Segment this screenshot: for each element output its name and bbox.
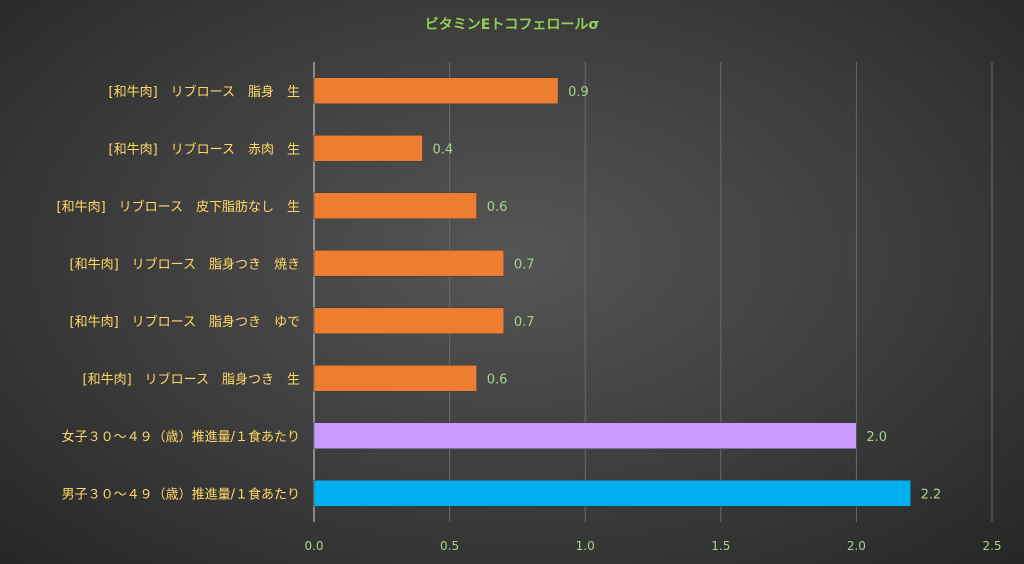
x-tick-label: 1.5 bbox=[711, 539, 730, 553]
bar bbox=[313, 77, 559, 104]
labels: 0.0 0.5 1.0 1.5 2.0 2.5 [和牛肉] リブロース 脂身 生 0.9 [和牛… bbox=[57, 84, 1002, 553]
category-label: [和牛肉] リブロース 脂身つき 焼き bbox=[70, 256, 301, 272]
bar bbox=[313, 422, 857, 449]
bar bbox=[313, 307, 505, 334]
bar bbox=[313, 480, 911, 507]
x-tick-label: 2.5 bbox=[982, 539, 1001, 553]
value-label: 2.2 bbox=[921, 487, 942, 502]
chart-title: ビタミンEトコフェロールσ bbox=[425, 17, 600, 33]
bars bbox=[313, 77, 911, 507]
value-label: 2.0 bbox=[866, 430, 887, 445]
category-label: [和牛肉] リブロース 脂身つき ゆで bbox=[70, 314, 301, 330]
bar bbox=[313, 192, 477, 219]
value-label: 0.7 bbox=[514, 315, 535, 330]
x-tick-label: 0.5 bbox=[440, 539, 459, 553]
x-tick-label: 2.0 bbox=[847, 539, 866, 553]
value-label: 0.7 bbox=[514, 257, 535, 272]
category-label: 女子３０～４９（歳）推進量/１食あたり bbox=[62, 429, 300, 445]
value-label: 0.4 bbox=[432, 142, 453, 157]
gridlines bbox=[313, 62, 993, 522]
bar bbox=[313, 135, 423, 162]
category-label: [和牛肉] リブロース 皮下脂肪なし 生 bbox=[57, 199, 301, 215]
value-label: 0.6 bbox=[487, 200, 508, 215]
x-tick-label: 0.0 bbox=[304, 539, 323, 553]
bar bbox=[313, 250, 505, 277]
category-label: [和牛肉] リブロース 脂身つき 生 bbox=[83, 371, 301, 387]
category-label: 男子３０～４９（歳）推進量/１食あたり bbox=[62, 486, 300, 502]
category-label: [和牛肉] リブロース 脂身 生 bbox=[109, 84, 301, 100]
category-label: [和牛肉] リブロース 赤肉 生 bbox=[109, 141, 301, 157]
value-label: 0.9 bbox=[568, 85, 589, 100]
x-tick-label: 1.0 bbox=[576, 539, 595, 553]
bar bbox=[313, 365, 477, 392]
value-label: 0.6 bbox=[487, 372, 508, 387]
